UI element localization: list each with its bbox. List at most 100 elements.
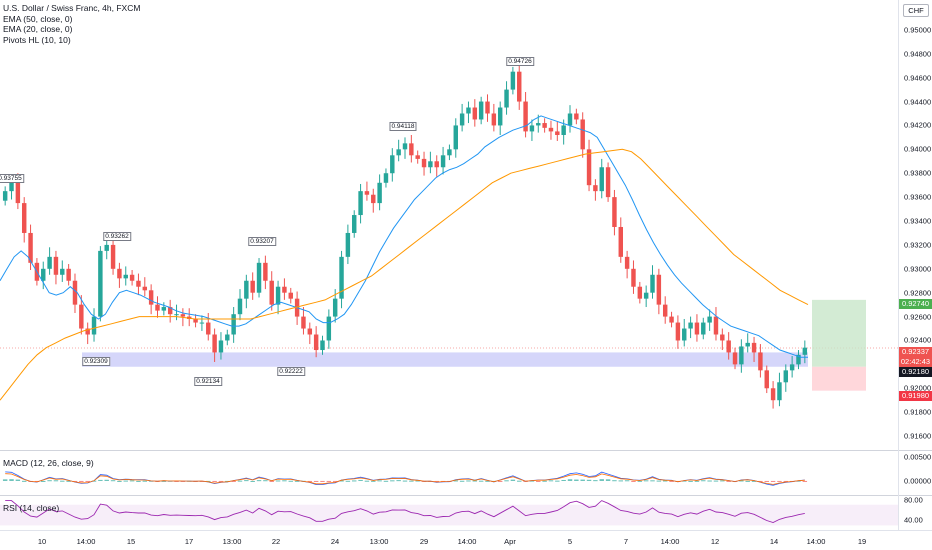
currency-label[interactable]: CHF: [903, 4, 929, 17]
macd-histogram-bar: [707, 480, 712, 482]
macd-histogram-bar: [269, 480, 274, 482]
candle-up: [497, 107, 503, 126]
candle-up: [339, 256, 344, 299]
macd-histogram-bar: [415, 480, 420, 482]
time-tick-label: 14:00: [660, 537, 680, 546]
candle-up: [567, 113, 573, 126]
candle-down: [212, 334, 217, 353]
candle-down: [129, 274, 135, 281]
macd-histogram-bar: [745, 480, 750, 482]
macd-histogram-bar: [580, 479, 585, 481]
macd-histogram-bar: [777, 480, 782, 482]
candle-down: [612, 197, 617, 227]
macd-histogram-bar: [396, 480, 401, 482]
price-tick-label: 0.94800: [904, 49, 932, 59]
time-tick-label: 13:00: [369, 537, 389, 546]
candle-down: [142, 286, 148, 291]
ema50-legend[interactable]: EMA (50, close, 0): [3, 13, 73, 24]
candle-down: [364, 191, 370, 195]
macd-legend[interactable]: MACD (12, 26, close, 9): [3, 458, 94, 468]
candle-up: [802, 347, 808, 355]
macd-histogram-bar: [770, 480, 776, 482]
candle-down: [580, 119, 585, 150]
candle-down: [542, 123, 547, 128]
macd-histogram-bar: [21, 480, 27, 482]
macd-histogram-bar: [466, 480, 471, 482]
candle-up: [332, 298, 338, 317]
macd-tick-label: 0.00000: [904, 476, 932, 486]
candle-up: [650, 274, 655, 293]
macd-histogram-bar: [713, 480, 719, 482]
symbol-title[interactable]: U.S. Dollar / Swiss Franc, 4h, FXCM: [3, 3, 141, 13]
macd-histogram-bar: [136, 480, 141, 482]
candle-up: [358, 191, 363, 216]
price-tick-label: 0.93000: [904, 264, 932, 274]
entry-price-tag: 0.92180: [899, 367, 932, 377]
macd-tick-label: 0.00500: [904, 452, 932, 462]
candle-down: [85, 328, 90, 335]
macd-histogram-bar: [313, 480, 319, 482]
macd-histogram-bar: [682, 480, 687, 482]
macd-histogram-bar: [694, 480, 700, 482]
macd-histogram-bar: [739, 480, 744, 482]
time-tick-label: 29: [419, 537, 429, 546]
stop-price-tag: 0.91980: [899, 391, 932, 401]
candle-up: [707, 316, 712, 323]
time-tick-label: 22: [271, 537, 281, 546]
candle-down: [53, 256, 59, 275]
pivots-legend[interactable]: Pivots HL (10, 10): [3, 34, 71, 45]
price-tick-label: 0.93200: [904, 240, 932, 250]
candle-up: [739, 346, 744, 365]
price-axis[interactable]: [898, 0, 932, 530]
candle-down: [586, 149, 592, 186]
ema50-line: [0, 148, 809, 401]
candle-up: [9, 182, 14, 192]
macd-histogram-bar: [618, 480, 624, 482]
candle-down: [675, 322, 681, 341]
candle-up: [244, 280, 249, 299]
macd-histogram-bar: [2, 479, 8, 481]
rsi-tick-label: 40.00: [904, 515, 923, 525]
candle-down: [720, 334, 725, 341]
candle-down: [79, 304, 84, 329]
price-tick-label: 0.92400: [904, 335, 932, 345]
candle-up: [447, 149, 452, 156]
candle-down: [180, 314, 186, 317]
candle-down: [434, 161, 439, 168]
macd-histogram-bar: [15, 479, 21, 481]
time-tick-label: 17: [184, 537, 194, 546]
macd-histogram-bar: [599, 479, 604, 481]
macd-histogram-bar: [263, 480, 268, 482]
candle-up: [466, 107, 471, 114]
time-tick-label: 7: [623, 537, 629, 546]
candle-down: [732, 352, 738, 365]
candle-up: [688, 322, 693, 329]
macd-histogram-bar: [561, 479, 566, 481]
candle-down: [72, 280, 78, 305]
pane-divider-rsi[interactable]: [0, 495, 932, 496]
price-tick-label: 0.92600: [904, 312, 932, 322]
candle-up: [345, 232, 351, 257]
macd-histogram-bar: [98, 479, 103, 481]
candle-up: [599, 167, 604, 192]
macd-histogram-bar: [244, 480, 249, 482]
time-tick-label: 14:00: [76, 537, 96, 546]
candle-up: [98, 250, 103, 317]
countdown-tag: 02:42:43: [899, 357, 932, 367]
macd-histogram-bar: [612, 480, 617, 482]
macd-histogram-bar: [345, 480, 351, 482]
candle-up: [383, 173, 389, 183]
time-axis[interactable]: [0, 530, 932, 550]
macd-histogram-bar: [783, 480, 789, 482]
macd-histogram-bar: [542, 480, 547, 482]
rsi-legend[interactable]: RSI (14, close): [3, 503, 60, 513]
candle-down: [472, 107, 478, 120]
ema20-legend[interactable]: EMA (20, close, 0): [3, 24, 73, 34]
pane-divider-macd[interactable]: [0, 450, 932, 451]
macd-histogram-bar: [459, 480, 465, 482]
macd-histogram-bar: [536, 480, 541, 482]
time-tick-label: 24: [330, 537, 340, 546]
macd-histogram-bar: [161, 480, 167, 482]
